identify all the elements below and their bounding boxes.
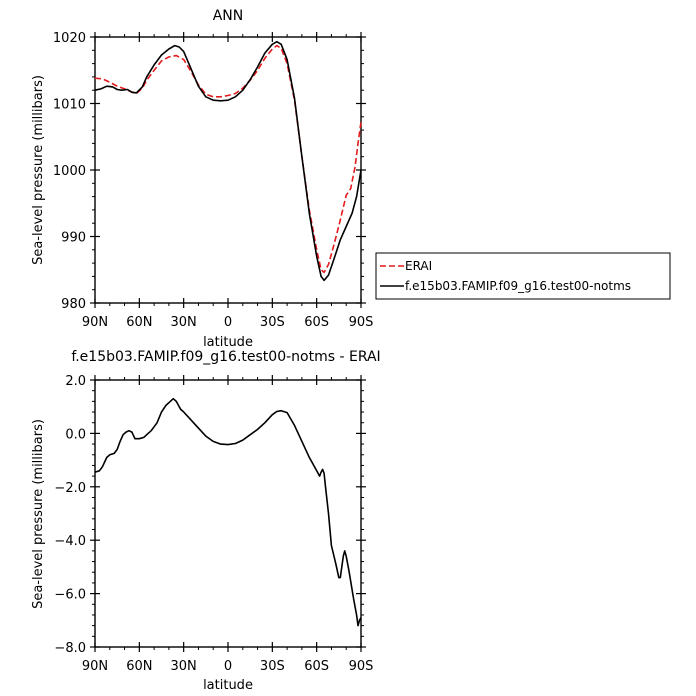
bottom-plot-frame	[94, 379, 362, 648]
top-y-tick-label: 980	[61, 297, 86, 312]
legend-label-model: f.e15b03.FAMIP.f09_g16.test00-notms	[405, 279, 631, 293]
top-y-tick-label: 990	[61, 231, 86, 246]
bottom-x-tick-label: 60S	[304, 659, 329, 674]
bottom-x-axis-title: latitude	[203, 678, 253, 693]
top-x-axis-title: latitude	[203, 335, 253, 350]
bottom-x-tick-label: 0	[224, 659, 232, 674]
top-x-tick-label: 90N	[82, 315, 108, 330]
top-x-tick-label: 60S	[304, 315, 329, 330]
top-x-tick-label: 0	[224, 315, 232, 330]
bottom-series-lines	[94, 397, 362, 627]
bottom-y-tick-label: −8.0	[54, 641, 86, 656]
bottom-y-tick-label: −4.0	[54, 534, 86, 549]
top-series-line-erai	[94, 44, 362, 274]
bottom-series-line-difference	[94, 397, 362, 627]
top-series-line-f-e15b03-famip-f09-g16-test00-notms	[94, 40, 362, 282]
legend-label-erai: ERAI	[405, 259, 432, 273]
bottom-y-tick-label: 0.0	[65, 427, 86, 442]
top-series-lines	[94, 40, 362, 282]
bottom-y-tick-label: 2.0	[65, 374, 86, 389]
bottom-y-axis: −8.0 −6.0 −4.0 −2.0 0.0 2.0	[54, 374, 366, 656]
top-chart-title: ANN	[213, 8, 244, 24]
top-y-tick-label: 1020	[53, 31, 86, 46]
legend-box	[375, 252, 671, 300]
bottom-y-tick-label: −2.0	[54, 481, 86, 496]
panel-bottom: f.e15b03.FAMIP.f09_g16.test00-notms - ER…	[31, 349, 381, 693]
bottom-y-tick-label: −6.0	[54, 588, 86, 603]
legend: ERAI f.e15b03.FAMIP.f09_g16.test00-notms	[375, 252, 671, 300]
top-y-tick-label: 1010	[53, 98, 86, 113]
top-x-tick-label: 30S	[260, 315, 285, 330]
bottom-x-tick-label: 90S	[349, 659, 374, 674]
bottom-x-tick-label: 60N	[126, 659, 152, 674]
top-x-axis: 90N 60N 30N 0 30S 60S 90S	[82, 32, 374, 330]
top-x-tick-label: 90S	[349, 315, 374, 330]
top-x-tick-label: 30N	[171, 315, 197, 330]
bottom-y-axis-title: Sea-level pressure (millibars)	[31, 419, 46, 609]
bottom-x-tick-label: 90N	[82, 659, 108, 674]
top-y-axis-title: Sea-level pressure (millibars)	[31, 75, 46, 265]
bottom-x-tick-label: 30N	[171, 659, 197, 674]
bottom-x-tick-label: 30S	[260, 659, 285, 674]
top-y-axis: 980 990 1000 1010 1020	[53, 31, 366, 312]
top-x-tick-label: 60N	[126, 315, 152, 330]
top-plot-frame	[94, 36, 362, 304]
top-y-tick-label: 1000	[53, 164, 86, 179]
bottom-x-axis: 90N 60N 30N 0 30S 60S 90S	[82, 375, 374, 674]
bottom-chart-title: f.e15b03.FAMIP.f09_g16.test00-notms - ER…	[71, 349, 380, 365]
